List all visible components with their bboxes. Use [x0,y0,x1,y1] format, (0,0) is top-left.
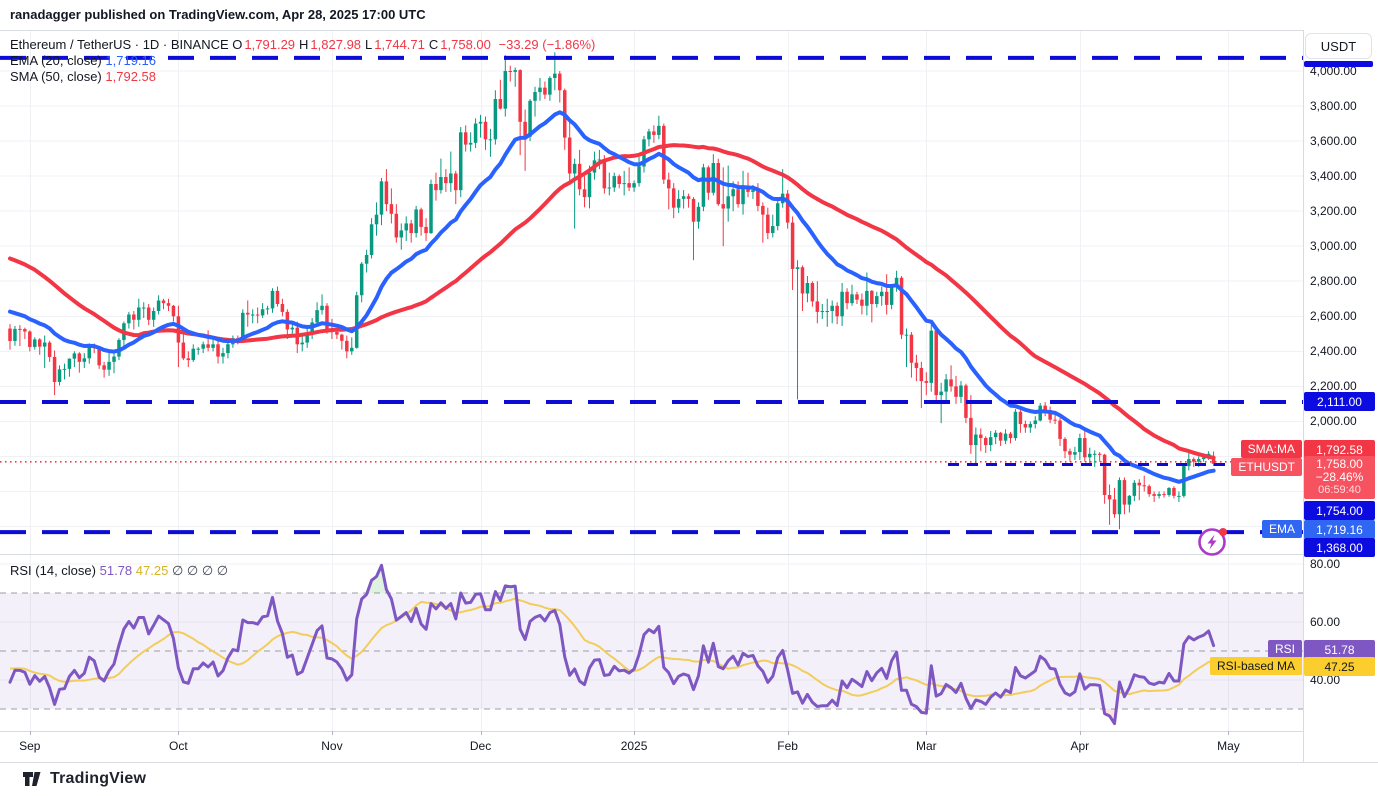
time-axis-label: Mar [915,739,937,753]
main-legend[interactable]: Ethereum / TetherUS · 1D · BINANCE O 1,79… [10,37,595,85]
price-axis-label: 4,000.00 [1310,64,1357,78]
time-axis-label: Oct [169,739,188,753]
time-axis-label: Apr [1070,739,1090,753]
sma-value-badge: 1,792.58 [1304,440,1375,459]
time-axis-tick [926,731,927,735]
price-axis-label: 2,400.00 [1310,344,1357,359]
price-axis-label: 3,800.00 [1310,99,1357,114]
sma-float-label: SMA:MA [1240,440,1302,458]
ema-legend-value: 1,719.16 [105,53,156,68]
sma-legend-row[interactable]: SMA (50, close) 1,792.58 [10,69,595,85]
level-badge-1368: 1,368.00 [1304,538,1375,557]
ema-legend-row[interactable]: EMA (20, close) 1,719.16 [10,53,595,69]
sma-legend-value: 1,792.58 [105,69,156,84]
time-axis-tick [481,731,482,735]
price-axis-label: 3,000.00 [1310,239,1357,254]
tradingview-logo-text: TradingView [50,770,147,787]
ema-legend-label: EMA (20, close) [10,53,102,68]
tradingview-logo-icon [23,771,41,786]
change-value: −33.29 (−1.86%) [498,37,596,52]
hidden-level-badge [1304,61,1373,67]
time-axis-tick [332,731,333,735]
time-axis-label: Nov [321,739,343,753]
time-axis-tick [178,731,179,735]
symbol-float-label: ETHUSDT [1231,458,1302,476]
rsi-axis-label: 40.00 [1310,673,1341,687]
time-axis-tick [634,731,635,735]
price-axis-label: 3,200.00 [1310,204,1357,219]
rsi-ma-value-badge: 47.25 [1304,657,1375,676]
ema-value-badge: 1,719.16 [1304,520,1375,539]
pane-separator[interactable] [0,554,1378,555]
time-axis-label: Dec [469,739,492,753]
rsi-value-badge: 51.78 [1304,640,1375,659]
price-axis-label: 2,000.00 [1310,414,1357,429]
price-axis-label: 2,600.00 [1310,309,1357,324]
rsi-legend-value: 51.78 [99,563,133,578]
level-badge-1754: 1,754.00 [1304,501,1375,520]
rsi-float-label: RSI [1267,640,1302,658]
last-price-badge: 1,758.00 −28.46% 06:59:40 [1304,456,1375,499]
time-axis-tick [788,731,789,735]
time-axis-tick [1228,731,1229,735]
currency-toggle-button[interactable]: USDT [1305,33,1372,59]
flash-idea-icon[interactable] [1196,525,1230,559]
time-axis-border [0,731,1378,732]
last-price-value: 1,758.00 [1316,457,1363,471]
bar-countdown: 06:59:40 [1318,484,1361,496]
rsi-ma-legend-value: 47.25 [135,563,169,578]
last-price-change: −28.46% [1315,470,1364,484]
rsi-empty-params: ∅ ∅ ∅ ∅ [171,563,229,578]
time-axis-tick [1080,731,1081,735]
rsi-legend-label: RSI (14, close) [10,563,96,578]
tradingview-logo[interactable]: TradingView [23,770,146,788]
symbol-legend-row[interactable]: Ethereum / TetherUS · 1D · BINANCE O 1,79… [10,37,595,53]
chart-bottom-border [0,762,1378,763]
level-badge-2111: 2,111.00 [1304,392,1375,411]
chart-top-border [0,30,1378,31]
ohlc-values: O 1,791.29 H 1,827.98 L 1,744.71 C 1,758.00 [232,37,491,52]
time-axis-label: 2025 [620,739,648,753]
time-axis-label: Sep [19,739,41,753]
price-axis-label: 2,200.00 [1310,379,1357,394]
time-axis-tick [30,731,31,735]
published-bar: ranadagger published on TradingView.com,… [10,7,426,22]
rsi-axis-label: 80.00 [1310,557,1341,571]
rsi-axis-label: 60.00 [1310,615,1341,629]
rsi-legend[interactable]: RSI (14, close) 51.78 47.25 ∅ ∅ ∅ ∅ [10,563,228,579]
time-axis-label: May [1217,739,1240,753]
symbol-title: Ethereum / TetherUS · 1D · BINANCE [10,37,229,52]
rsi-ma-float-label: RSI-based MA [1209,657,1302,675]
price-axis-label: 3,600.00 [1310,134,1357,149]
sma-legend-label: SMA (50, close) [10,69,102,84]
price-axis-label: 2,800.00 [1310,274,1357,289]
time-axis-label: Feb [777,739,798,753]
price-axis-label: 3,400.00 [1310,169,1357,184]
ema-float-label: EMA [1261,520,1302,538]
